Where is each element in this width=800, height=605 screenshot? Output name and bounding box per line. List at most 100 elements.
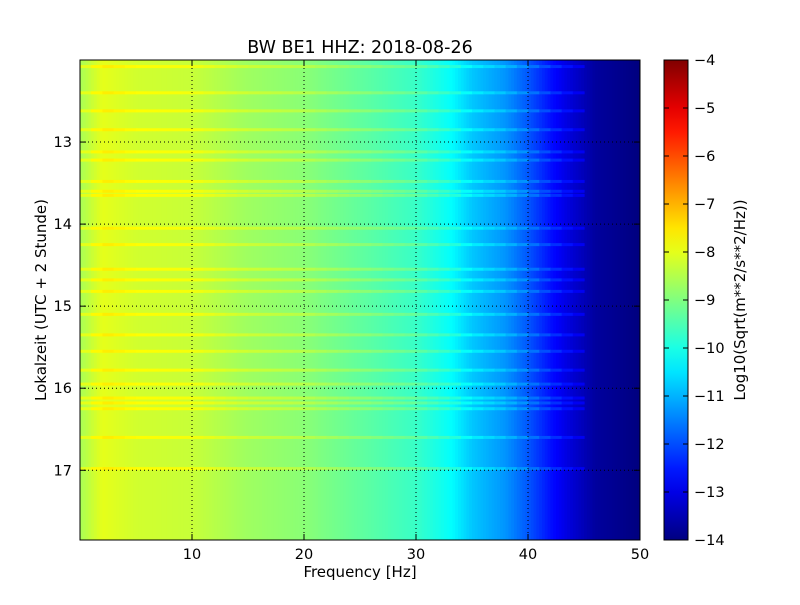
heatmap-band — [214, 128, 227, 132]
heatmap-band — [393, 396, 406, 400]
heatmap-band — [528, 179, 540, 183]
heatmap-column — [572, 60, 577, 540]
heatmap-band — [214, 368, 227, 372]
heatmap-band — [360, 150, 372, 154]
heatmap-band — [494, 368, 507, 372]
heatmap-band — [505, 407, 518, 411]
heatmap-band — [113, 226, 126, 230]
heatmap-band — [449, 312, 462, 316]
y-tick-label: 17 — [54, 463, 72, 479]
heatmap-band — [292, 226, 305, 230]
heatmap-band — [516, 226, 529, 230]
heatmap-band — [516, 267, 529, 271]
heatmap-band — [460, 349, 473, 353]
heatmap-band — [460, 382, 473, 386]
heatmap-band — [136, 401, 148, 405]
heatmap-band — [561, 193, 574, 197]
heatmap-band — [248, 267, 260, 271]
heatmap-band — [483, 278, 495, 282]
heatmap-band — [225, 368, 238, 372]
heatmap-column — [141, 60, 145, 540]
heatmap-band — [326, 401, 339, 405]
heatmap-band — [427, 158, 439, 162]
heatmap-band — [80, 179, 92, 183]
heatmap-band — [528, 333, 540, 337]
heatmap-column — [360, 60, 364, 540]
heatmap-band — [203, 278, 215, 282]
heatmap-band — [281, 128, 294, 132]
heatmap-band — [483, 401, 495, 405]
heatmap-column — [220, 60, 224, 540]
heatmap-band — [438, 65, 451, 69]
heatmap-band — [236, 333, 249, 337]
heatmap-band — [304, 150, 316, 154]
heatmap-column — [155, 60, 159, 540]
heatmap-band — [494, 278, 507, 282]
heatmap-column — [550, 60, 554, 540]
heatmap-band — [180, 243, 193, 247]
colorbar-label: Log10(Sqrt(m**2/s**2/Hz)) — [731, 199, 749, 400]
heatmap-band — [561, 128, 574, 132]
heatmap-band — [270, 396, 283, 400]
heatmap-band — [158, 278, 171, 282]
heatmap-band — [113, 407, 126, 411]
heatmap-band — [102, 407, 115, 411]
heatmap-column — [637, 60, 640, 540]
heatmap-band — [539, 226, 551, 230]
heatmap-band — [427, 333, 439, 337]
heatmap-band — [528, 65, 540, 69]
x-axis-label: Frequency [Hz] — [303, 563, 416, 581]
colorbar-tick-label: −4 — [694, 53, 715, 69]
heatmap-column — [558, 60, 563, 540]
y-tick-label: 15 — [54, 299, 72, 315]
heatmap-band — [315, 158, 327, 162]
heatmap-band — [382, 128, 395, 132]
heatmap-band — [236, 91, 249, 95]
heatmap-band — [449, 368, 462, 372]
colorbar-tick-label: −11 — [694, 389, 725, 405]
heatmap-band — [449, 158, 462, 162]
heatmap-band — [124, 333, 137, 337]
heatmap-band — [472, 368, 484, 372]
heatmap-band — [147, 150, 159, 154]
heatmap-band — [550, 128, 563, 132]
heatmap-band — [438, 158, 451, 162]
heatmap-column — [589, 60, 593, 540]
heatmap-band — [259, 289, 271, 293]
heatmap-band — [572, 267, 585, 271]
heatmap-band — [192, 267, 204, 271]
heatmap-band — [102, 128, 115, 132]
heatmap-band — [169, 267, 182, 271]
heatmap-band — [147, 189, 159, 193]
heatmap-band — [348, 349, 361, 353]
heatmap-band — [248, 435, 260, 439]
heatmap-band — [505, 65, 518, 69]
heatmap-column — [340, 60, 344, 540]
heatmap-band — [472, 382, 484, 386]
heatmap-band — [281, 65, 294, 69]
heatmap-band — [248, 65, 260, 69]
heatmap-column — [278, 60, 283, 540]
heatmap-band — [259, 91, 271, 95]
heatmap-band — [472, 91, 484, 95]
heatmap-band — [460, 158, 473, 162]
heatmap-band — [315, 267, 327, 271]
heatmap-band — [214, 189, 227, 193]
heatmap-band — [516, 128, 529, 132]
heatmap-band — [371, 312, 383, 316]
heatmap-column — [127, 60, 131, 540]
heatmap-column — [312, 60, 316, 540]
heatmap-band — [393, 65, 406, 69]
heatmap-band — [304, 349, 316, 353]
heatmap-band — [427, 435, 439, 439]
heatmap-band — [91, 243, 103, 247]
heatmap-band — [382, 65, 395, 69]
heatmap-band — [180, 158, 193, 162]
heatmap-band — [102, 91, 115, 95]
heatmap-band — [550, 267, 563, 271]
heatmap-band — [80, 226, 92, 230]
heatmap-band — [348, 243, 361, 247]
heatmap-band — [147, 65, 159, 69]
heatmap-band — [270, 109, 283, 113]
heatmap-band — [528, 396, 540, 400]
